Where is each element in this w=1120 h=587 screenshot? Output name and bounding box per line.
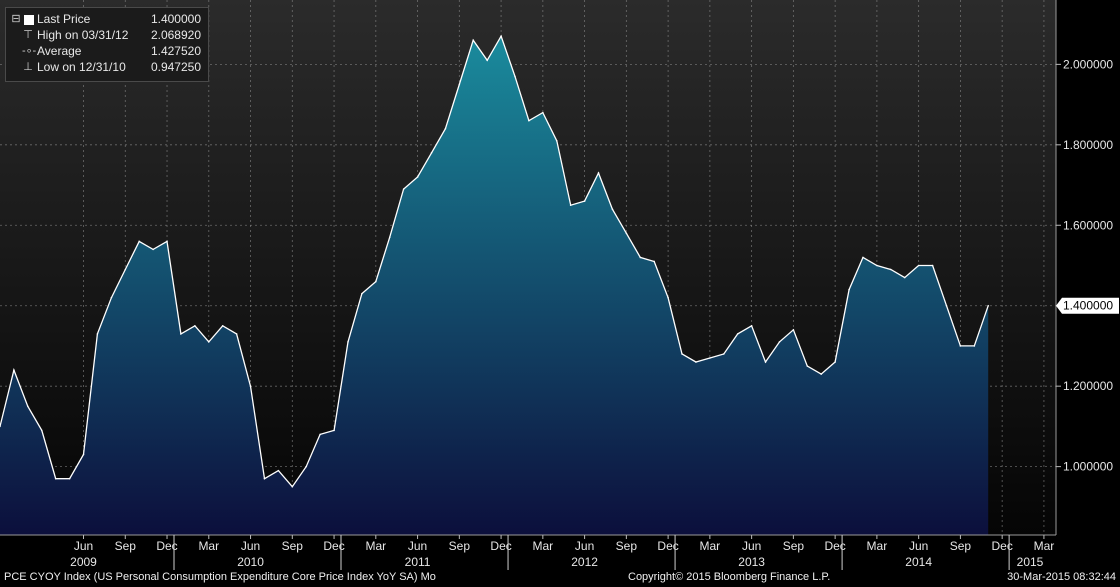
y-axis: 1.000000 1.200000 1.400000 1.600000 1.800000… xyxy=(1056,57,1113,474)
legend-value: 1.427520 xyxy=(150,44,201,58)
collapse-icon[interactable]: ⊟ xyxy=(11,13,21,25)
y-tick-label: 1.800000 xyxy=(1063,138,1113,152)
x-tick-label: Dec xyxy=(156,539,177,553)
x-tick-label: Dec xyxy=(323,539,344,553)
x-tick-label: Jun xyxy=(241,539,260,553)
x-tick-label: Jun xyxy=(909,539,928,553)
y-tick-label: 1.600000 xyxy=(1063,218,1113,232)
x-year-label: 2014 xyxy=(905,555,932,569)
footer-timestamp: 30-Mar-2015 08:32:44 xyxy=(1007,571,1116,583)
x-tick-label: Jun xyxy=(408,539,427,553)
x-tick-label: Dec xyxy=(824,539,845,553)
x-year-label: 2015 xyxy=(1017,555,1044,569)
x-tick-label: Sep xyxy=(783,539,805,553)
legend-row-average: -∘- Average 1.427520 xyxy=(6,44,208,60)
high-marker-icon: ⊤ xyxy=(23,29,33,41)
x-tick-label: Sep xyxy=(616,539,638,553)
x-year-label: 2009 xyxy=(70,555,97,569)
legend-value: 2.068920 xyxy=(150,28,201,42)
footer-ticker: PCE CYOY Index (US Personal Consumption … xyxy=(4,571,436,583)
x-tick-label: Mar xyxy=(700,539,721,553)
legend-label: Low on 12/31/10 xyxy=(37,60,126,74)
legend-row-last-price: ⊟ Last Price 1.400000 xyxy=(6,12,208,28)
x-axis: Jun Sep Dec Mar Jun Sep Dec Mar Jun Sep Dec Mar Jun S… xyxy=(70,535,1054,570)
series-line xyxy=(0,34,989,488)
average-marker-icon: -∘- xyxy=(22,45,37,57)
x-tick-label: Dec xyxy=(657,539,678,553)
last-value-label: 1.400000 xyxy=(1063,299,1113,313)
x-tick-label: Sep xyxy=(449,539,471,553)
x-year-label: 2010 xyxy=(237,555,264,569)
footer-copyright: Copyright© 2015 Bloomberg Finance L.P. xyxy=(628,571,831,583)
x-tick-label: Jun xyxy=(575,539,594,553)
x-tick-label: Sep xyxy=(950,539,972,553)
y-tick-label: 1.200000 xyxy=(1063,379,1113,393)
series-area xyxy=(0,36,989,535)
last-value-marker: 1.400000 xyxy=(1056,297,1119,314)
x-year-label: 2011 xyxy=(405,555,431,569)
last-price-square-icon xyxy=(24,12,34,28)
x-tick-label: Jun xyxy=(742,539,761,553)
legend-row-low: ⊥ Low on 12/31/10 0.947250 xyxy=(6,60,208,76)
legend-label: Average xyxy=(37,44,82,58)
legend-label: Last Price xyxy=(37,12,91,26)
x-tick-label: Mar xyxy=(1034,539,1055,553)
x-tick-label: Mar xyxy=(533,539,554,553)
x-tick-label: Mar xyxy=(365,539,386,553)
last-value-box xyxy=(1056,297,1119,314)
legend: ⊟ Last Price 1.400000 ⊤ High on 03/31/12… xyxy=(5,7,209,82)
x-tick-label: Mar xyxy=(198,539,219,553)
y-tick-label: 1.000000 xyxy=(1063,460,1113,474)
y-tick-label: 2.000000 xyxy=(1063,57,1113,71)
x-tick-label: Sep xyxy=(282,539,304,553)
x-tick-label: Mar xyxy=(867,539,888,553)
x-tick-label: Sep xyxy=(115,539,137,553)
x-year-label: 2012 xyxy=(571,555,598,569)
low-marker-icon: ⊥ xyxy=(23,61,33,73)
x-tick-label: Dec xyxy=(991,539,1012,553)
x-year-label: 2013 xyxy=(738,555,765,569)
x-tick-label: Jun xyxy=(74,539,93,553)
legend-label: High on 03/31/12 xyxy=(37,28,129,42)
legend-row-high: ⊤ High on 03/31/12 2.068920 xyxy=(6,28,208,44)
legend-value: 1.400000 xyxy=(150,12,201,26)
x-tick-label: Dec xyxy=(490,539,511,553)
legend-value: 0.947250 xyxy=(150,60,201,74)
